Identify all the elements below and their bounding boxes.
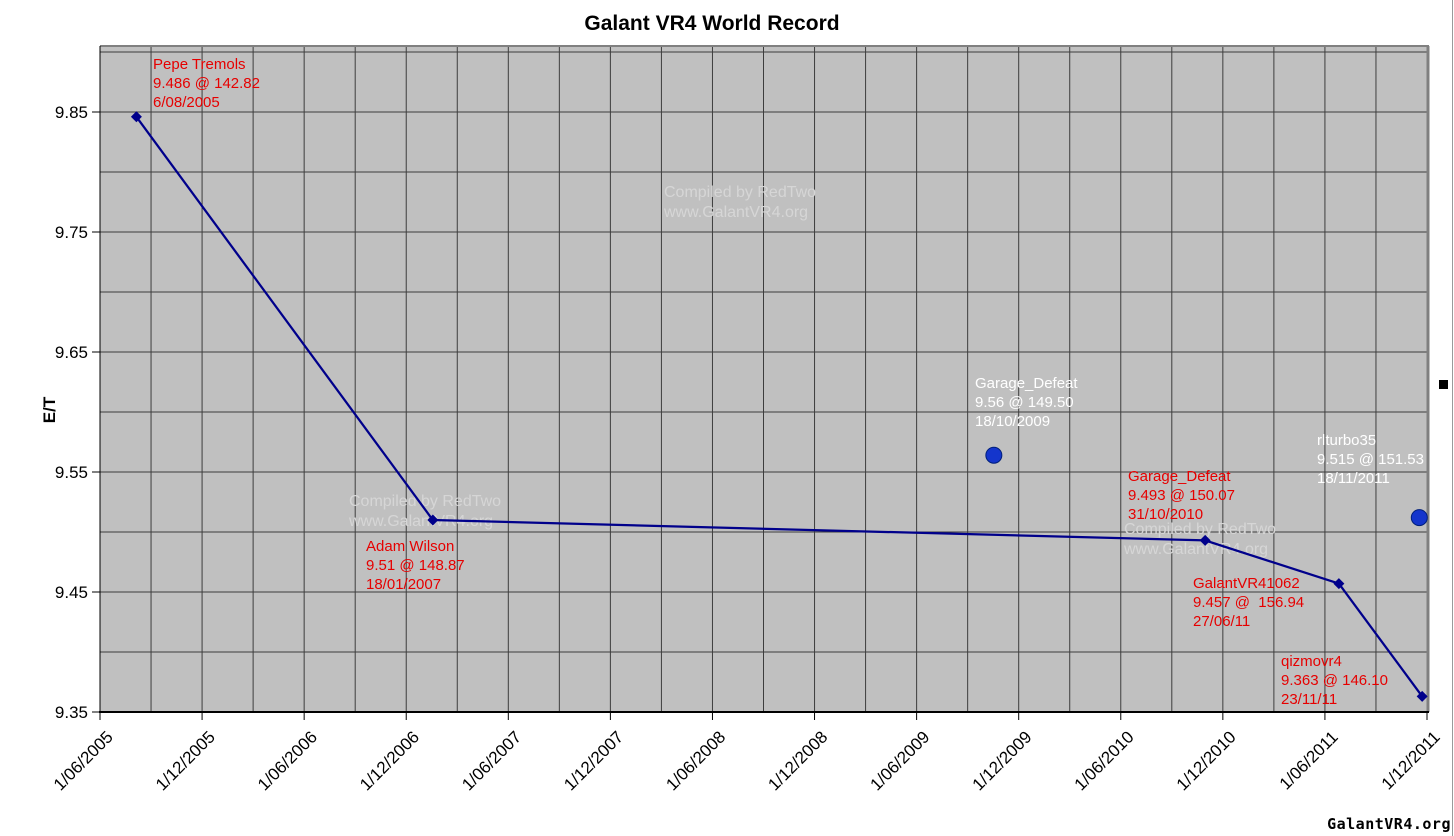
image-right-border <box>1452 0 1453 836</box>
ticks <box>92 111 1428 720</box>
x-tick-label: 1/12/2007 <box>560 727 627 794</box>
watermark-line-1: Compiled by RedTwo <box>664 184 816 201</box>
x-tick-label: 1/06/2008 <box>662 727 729 794</box>
diamond-marker <box>427 514 439 526</box>
y-tick-label: 9.65 <box>55 343 88 362</box>
y-tick-label: 9.75 <box>55 223 88 242</box>
watermark: Compiled by RedTwo www.GalantVR4.org <box>663 184 816 221</box>
scatter-dot <box>1410 509 1428 527</box>
annotation-result: 9.515 @ 151.53 <box>1317 451 1424 468</box>
x-tick-label: 1/06/2011 <box>1276 727 1342 793</box>
diamond-marker <box>1199 534 1211 546</box>
annotation-name: GalantVR41062 <box>1193 575 1300 592</box>
x-tick-label: 1/12/2009 <box>969 727 1036 794</box>
x-tick-label: 1/06/2005 <box>50 727 117 794</box>
y-tick-label: 9.45 <box>55 583 88 602</box>
watermark-line-2: www.GalantVR4.org <box>663 204 808 221</box>
annotation-name: Garage_Defeat <box>1128 468 1231 485</box>
annotation-result: 9.457 @ 156.94 <box>1193 594 1304 611</box>
x-tick-label: 1/06/2007 <box>458 727 525 794</box>
x-tick-label: 1/06/2010 <box>1071 727 1138 794</box>
x-tick-label: 1/06/2009 <box>867 727 934 794</box>
annotation-result: 9.363 @ 146.10 <box>1281 672 1388 689</box>
x-tick-label: 1/12/2008 <box>764 727 831 794</box>
annotation-result: 9.56 @ 149.50 <box>975 394 1074 411</box>
watermark-line-2: www.GalantVR4.org <box>348 513 493 530</box>
x-tick-label: 1/12/2006 <box>356 727 423 794</box>
annotation-date: 31/10/2010 <box>1128 506 1203 523</box>
x-tick-label: 1/12/2010 <box>1173 727 1240 794</box>
scatter-dot <box>985 446 1003 464</box>
annotation-date: 6/08/2005 <box>153 94 220 111</box>
annotation-name: qizmovr4 <box>1281 653 1342 670</box>
diamond-marker <box>130 111 142 123</box>
annotation-date: 18/11/2011 <box>1317 470 1390 487</box>
x-tick-label: 1/12/2005 <box>152 727 219 794</box>
diamond-marker <box>1416 690 1428 702</box>
diamond-marker <box>1333 578 1345 590</box>
stray-square <box>1439 380 1448 389</box>
chart-title: Galant VR4 World Record <box>584 12 840 35</box>
annotation-result: 9.493 @ 150.07 <box>1128 487 1235 504</box>
annotation-date: 27/06/11 <box>1193 613 1250 630</box>
watermark-line-1: Compiled by RedTwo <box>349 493 501 510</box>
annotation-result: 9.486 @ 142.82 <box>153 75 260 92</box>
annotation-name: rlturbo35 <box>1317 432 1376 449</box>
annotation-date: 18/10/2009 <box>975 413 1050 430</box>
annotation-name: Garage_Defeat <box>975 375 1078 392</box>
y-tick-label: 9.35 <box>55 703 88 722</box>
watermark-line-2: www.GalantVR4.org <box>1123 541 1268 558</box>
annotation-result: 9.51 @ 148.87 <box>366 557 465 574</box>
watermark: Compiled by RedTwo www.GalantVR4.org <box>348 493 501 530</box>
watermark-line-1: Compiled by RedTwo <box>1124 521 1276 538</box>
annotation-name: Adam Wilson <box>366 538 454 555</box>
y-tick-label: 9.85 <box>55 103 88 122</box>
annotation-date: 18/01/2007 <box>366 576 441 593</box>
x-tick-label: 1/06/2006 <box>254 727 321 794</box>
x-tick-label: 1/12/2011 <box>1378 727 1444 793</box>
site-logo: GalantVR4.org <box>1327 815 1451 833</box>
y-tick-label: 9.55 <box>55 463 88 482</box>
watermark: Compiled by RedTwo www.GalantVR4.org <box>1123 521 1276 558</box>
annotation-name: Pepe Tremols <box>153 56 246 73</box>
annotation-date: 23/11/11 <box>1281 691 1337 708</box>
